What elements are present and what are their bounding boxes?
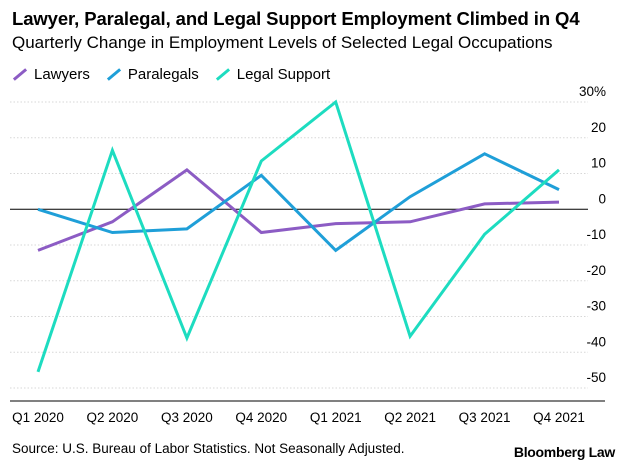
series-line-paralegals xyxy=(37,152,560,253)
y-tick-label: -20 xyxy=(586,263,606,278)
x-tick-label: Q2 2020 xyxy=(87,410,139,425)
legend-item-lawyers: Lawyers xyxy=(12,66,90,83)
y-tick-label: -50 xyxy=(586,370,606,385)
legend-label-lawyers: Lawyers xyxy=(34,66,90,83)
x-tick-label: Q1 2021 xyxy=(310,410,362,425)
y-axis-tick-labels: 30% 20 10 0 -10 -20 -30 -40 -50 xyxy=(579,84,606,385)
y-tick-label: -40 xyxy=(586,334,606,349)
source-note: Source: U.S. Bureau of Labor Statistics.… xyxy=(12,441,405,456)
y-tick-label: 0 xyxy=(598,191,606,206)
x-tick-label: Q3 2020 xyxy=(161,410,213,425)
x-axis-tick-labels: Q1 2020 Q2 2020 Q3 2020 Q4 2020 Q1 2021 Q2 20… xyxy=(12,410,585,425)
x-tick-label: Q1 2020 xyxy=(12,410,64,425)
chart-legend: Lawyers Paralegals Legal Support xyxy=(12,66,346,83)
x-tick-label: Q4 2020 xyxy=(235,410,287,425)
legend-label-legal-support: Legal Support xyxy=(236,66,331,83)
series-line-lawyers xyxy=(37,168,560,252)
series-line-legal-support xyxy=(36,99,560,373)
gridlines xyxy=(10,101,588,389)
brand-logo-text: Bloomberg Law xyxy=(513,444,615,460)
series-lines xyxy=(36,99,560,373)
y-tick-label: -30 xyxy=(586,299,606,314)
chart-title: Lawyer, Paralegal, and Legal Support Emp… xyxy=(12,8,580,29)
y-tick-label: -10 xyxy=(586,227,606,242)
y-tick-label: 30% xyxy=(579,84,606,99)
x-tick-label: Q3 2021 xyxy=(459,410,511,425)
legend-item-paralegals: Paralegals xyxy=(106,66,199,83)
y-tick-label: 10 xyxy=(591,156,606,171)
x-tick-label: Q4 2021 xyxy=(533,410,585,425)
y-tick-label: 20 xyxy=(591,120,606,135)
legend-label-paralegals: Paralegals xyxy=(127,66,199,83)
legend-item-legal-support: Legal Support xyxy=(215,66,330,83)
chart-subtitle: Quarterly Change in Employment Levels of… xyxy=(12,33,553,52)
x-tick-label: Q2 2021 xyxy=(384,410,436,425)
